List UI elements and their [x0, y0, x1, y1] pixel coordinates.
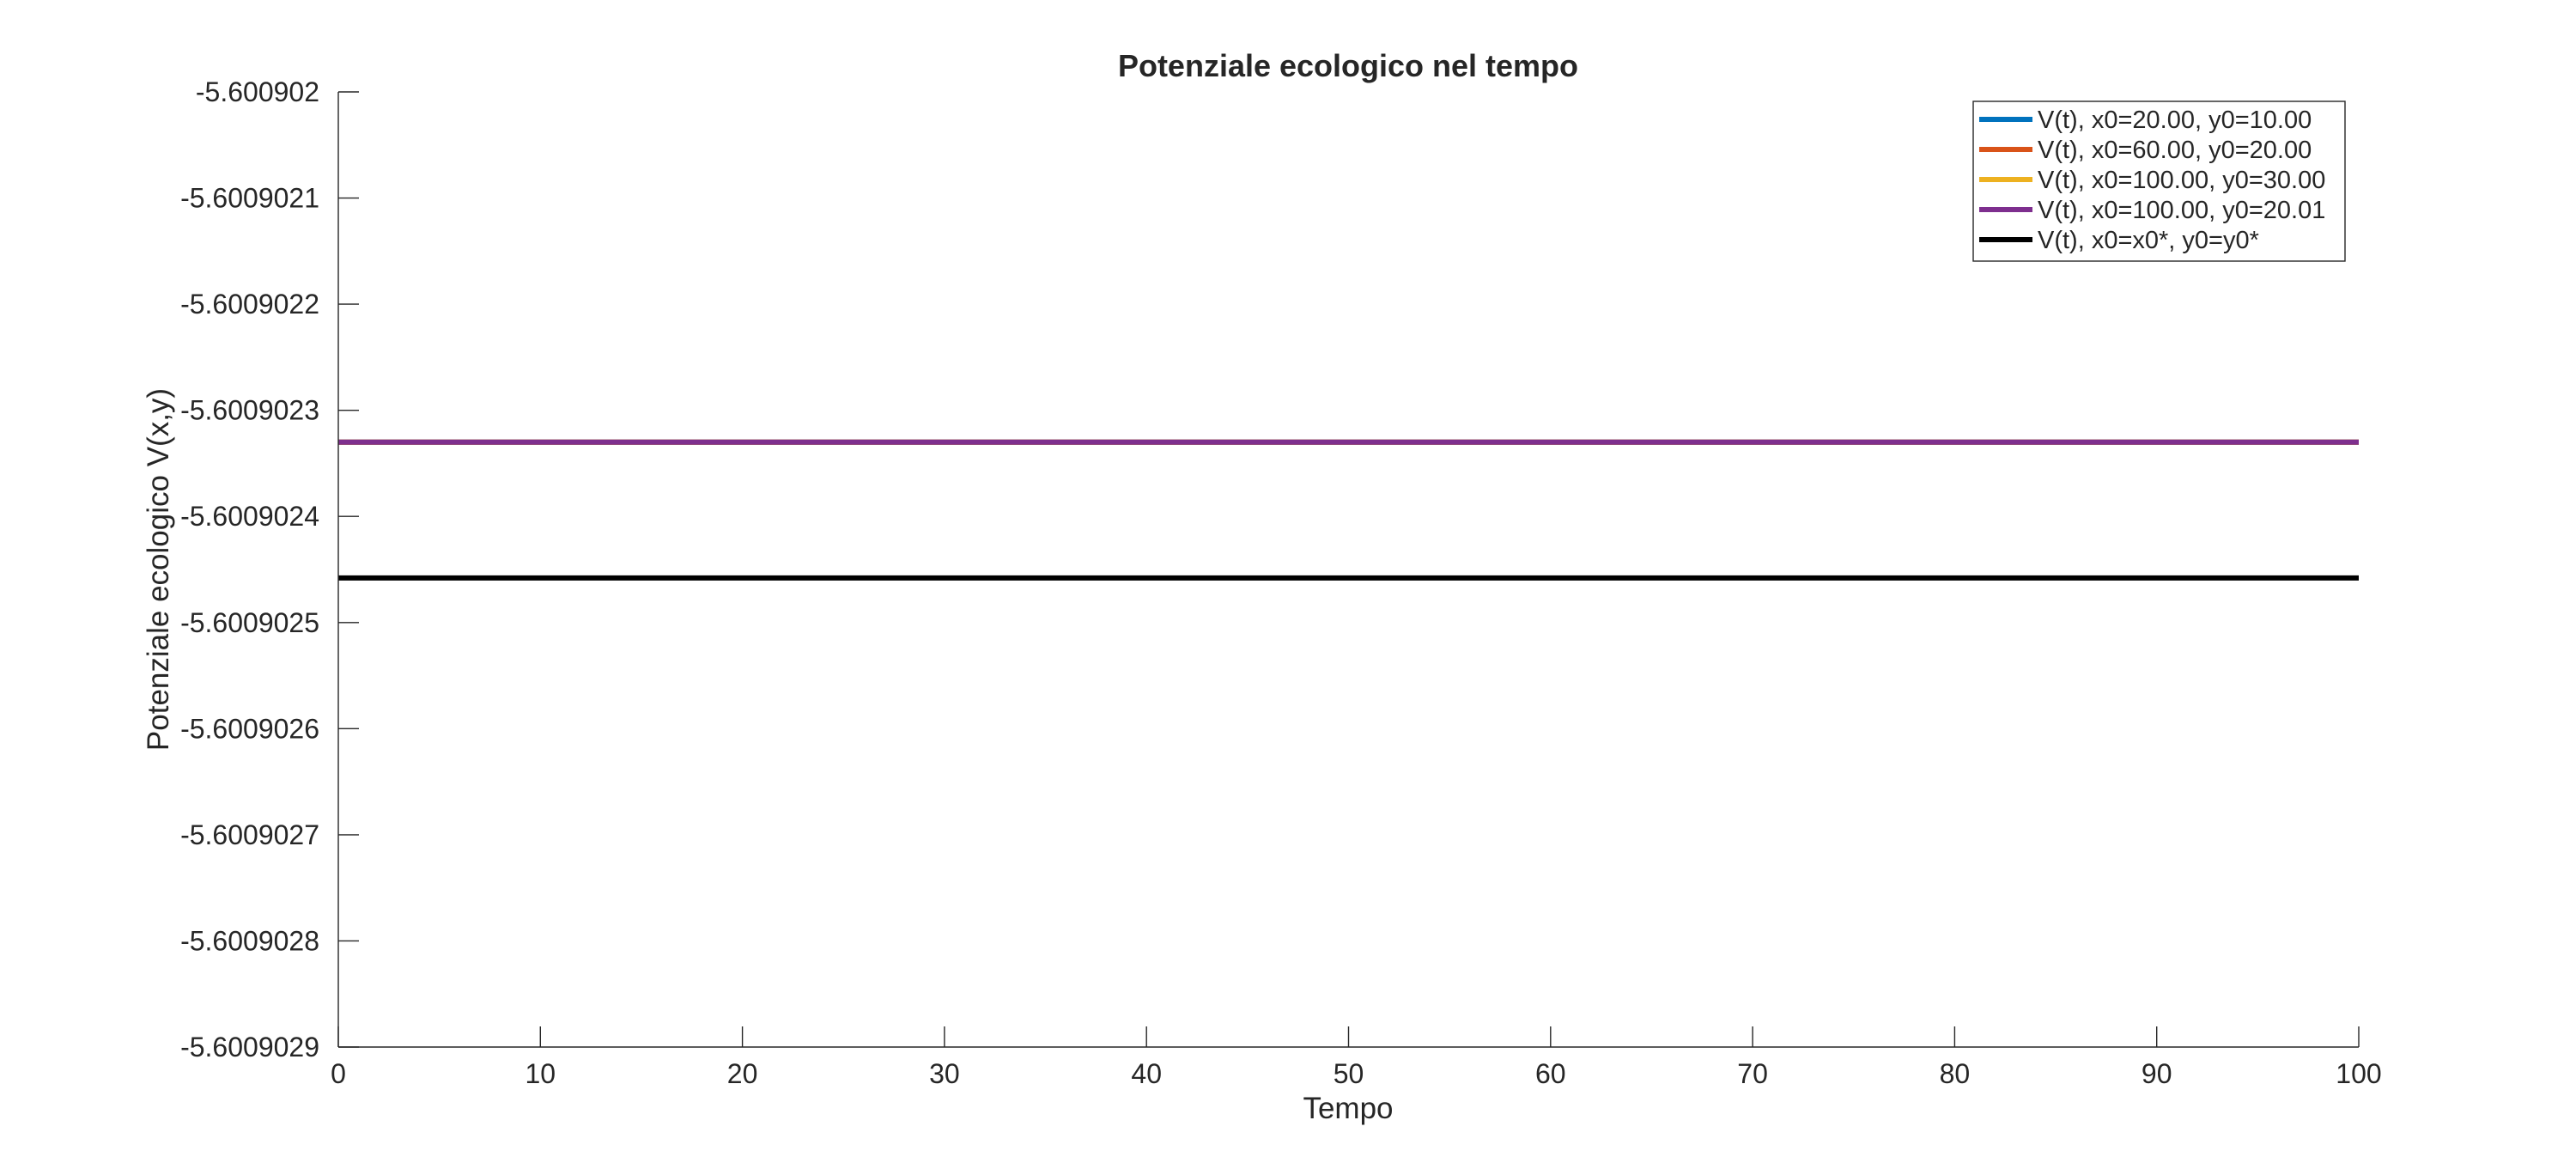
y-tick-label: -5.6009027	[180, 819, 319, 850]
x-tick-label: 40	[1131, 1058, 1162, 1089]
y-tick-label: -5.6009024	[180, 501, 319, 532]
plot-area: 0 10 20 30 40 50 60 70 80 90 100 -5.600902-5.60090…	[180, 76, 2382, 1089]
x-tick-label: 0	[331, 1058, 346, 1089]
y-tick-label: -5.6009023	[180, 395, 319, 426]
x-tick-label: 50	[1334, 1058, 1364, 1089]
legend-label: V(t), x0=20.00, y0=10.00	[2038, 107, 2312, 134]
x-tick-label: 10	[526, 1058, 556, 1089]
y-tick-label: -5.6009022	[180, 289, 319, 320]
x-tick-label: 60	[1535, 1058, 1566, 1089]
x-tick-label: 80	[1940, 1058, 1971, 1089]
series-layer	[338, 439, 2359, 581]
x-tick-label: 70	[1737, 1058, 1768, 1089]
x-axis-label: Tempo	[1303, 1092, 1393, 1125]
legend-label: V(t), x0=60.00, y0=20.00	[2038, 137, 2312, 164]
chart-title: Potenziale ecologico nel tempo	[1118, 48, 1578, 83]
y-tick-label: -5.600902	[196, 76, 319, 107]
y-ticks: -5.600902 -5.6009021 -5.6009022 -5.6009023 -…	[180, 76, 359, 1063]
x-ticks: 0 10 20 30 40 50 60 70 80 90 100	[331, 1026, 2382, 1089]
y-tick-label: -5.6009025	[180, 607, 319, 638]
y-tick-label: -5.6009028	[180, 925, 319, 956]
x-tick-label: 90	[2142, 1058, 2172, 1089]
y-axis-label: Potenziale ecologico V(x,y)	[142, 388, 175, 751]
legend-box	[1972, 100, 2346, 262]
y-tick-label: -5.6009021	[180, 183, 319, 214]
legend-label: V(t), x0=100.00, y0=30.00	[2038, 167, 2325, 194]
x-tick-label: 100	[2336, 1058, 2381, 1089]
y-tick-label: -5.6009029	[180, 1032, 319, 1063]
y-tick-label: -5.6009026	[180, 713, 319, 744]
legend-label: V(t), x0=x0*, y0=y0*	[2038, 227, 2259, 254]
legend-label: V(t), x0=100.00, y0=20.01	[2038, 197, 2325, 224]
legend: V(t), x0=20.00, y0=10.00 V(t), x0=60.00, …	[1972, 100, 2346, 262]
x-tick-label: 20	[727, 1058, 758, 1089]
legend-items: V(t), x0=20.00, y0=10.00 V(t), x0=60.00, …	[1979, 107, 2325, 254]
x-tick-label: 30	[929, 1058, 960, 1089]
